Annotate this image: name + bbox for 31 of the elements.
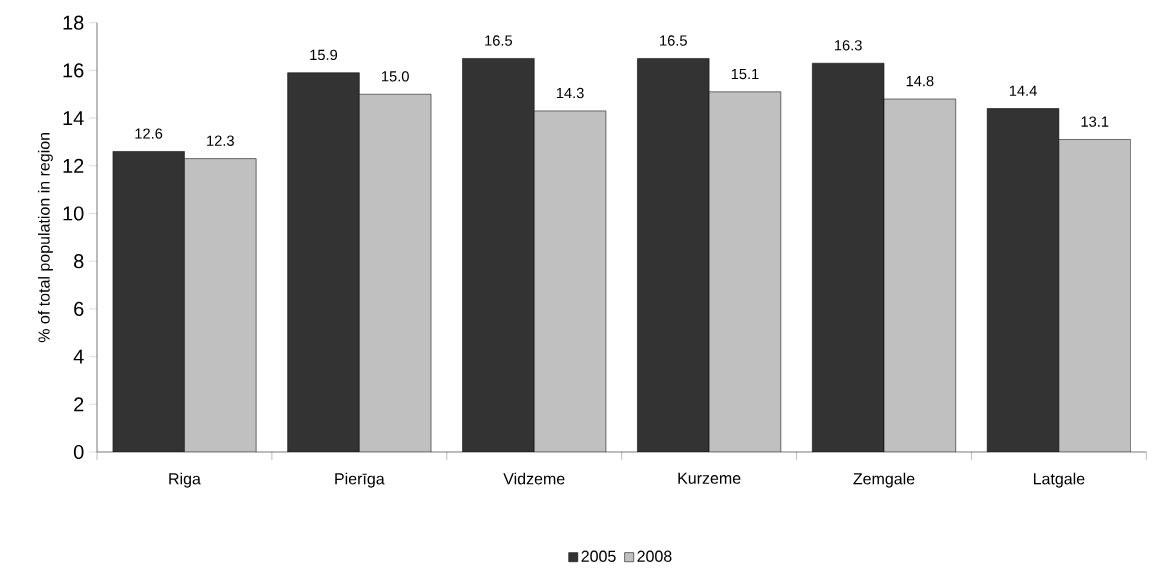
data-label: 16.5 — [485, 35, 513, 46]
y-tick-label: 2 — [74, 397, 84, 412]
data-label: 15.9 — [310, 49, 338, 61]
data-label: 13.1 — [1081, 116, 1109, 127]
x-tick-label: Kurzeme — [678, 472, 741, 484]
y-tick-label: 8 — [74, 254, 84, 269]
y-tick-label: 4 — [73, 349, 84, 364]
y-tick-label: 16 — [63, 63, 84, 78]
y-tick-label: 0 — [73, 444, 84, 460]
x-tick-label: Riga — [169, 472, 201, 488]
x-tick-label: Pierīga — [335, 472, 385, 488]
legend-label: 2005 — [581, 550, 616, 562]
y-tick-label: 12 — [63, 158, 84, 173]
data-label: 14.3 — [556, 87, 584, 99]
data-label: 15.0 — [382, 71, 409, 82]
legend-label: 2008 — [637, 550, 672, 562]
y-axis-title: % of total population in region — [37, 133, 53, 343]
y-tick-label: 10 — [63, 206, 84, 221]
y-tick-label: 14 — [63, 111, 84, 125]
x-tick-label: Vidzeme — [503, 472, 565, 485]
y-tick-label: 6 — [74, 301, 84, 316]
x-tick-label: Latgale — [1033, 472, 1085, 488]
data-label: 14.4 — [1009, 85, 1037, 96]
y-tick-label: 18 — [63, 15, 84, 30]
data-label: 12.6 — [135, 128, 163, 139]
data-label: 15.1 — [731, 68, 759, 80]
x-tick-label: Zemgale — [853, 472, 915, 488]
data-label: 16.5 — [660, 35, 687, 46]
data-label: 14.8 — [906, 75, 934, 87]
data-label: 16.3 — [834, 40, 862, 51]
data-label: 12.3 — [207, 135, 234, 146]
